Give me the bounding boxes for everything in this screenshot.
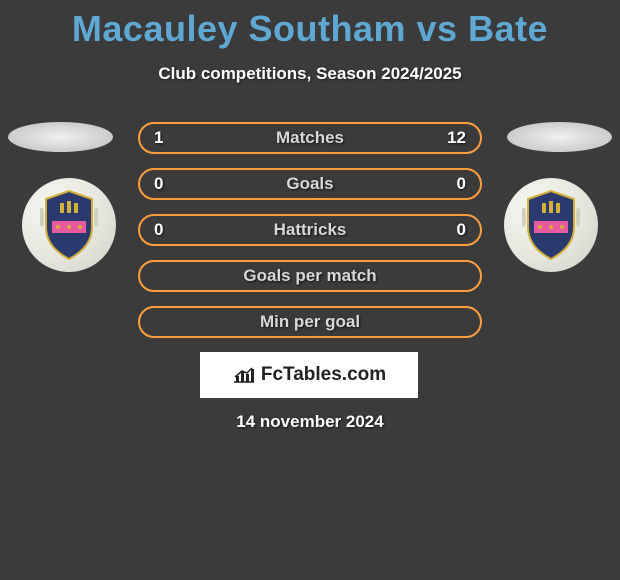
stat-row-goals-per-match: Goals per match bbox=[138, 260, 482, 292]
stat-row-goals: 0 Goals 0 bbox=[138, 168, 482, 200]
stat-row-matches: 1 Matches 12 bbox=[138, 122, 482, 154]
club-crest-left bbox=[22, 178, 116, 272]
stat-label: Matches bbox=[276, 128, 344, 148]
stat-value-right: 0 bbox=[442, 220, 466, 240]
player-avatar-left bbox=[8, 122, 113, 152]
stat-value-left: 0 bbox=[154, 174, 178, 194]
stat-label: Hattricks bbox=[274, 220, 347, 240]
stat-label: Min per goal bbox=[260, 312, 360, 332]
stat-value-left: 0 bbox=[154, 220, 178, 240]
player-avatar-right bbox=[507, 122, 612, 152]
page-title: Macauley Southam vs Bate bbox=[0, 0, 620, 50]
source-logo: FcTables.com bbox=[200, 352, 418, 398]
chart-icon bbox=[232, 366, 256, 384]
stat-value-right: 12 bbox=[442, 128, 466, 148]
stat-label: Goals per match bbox=[243, 266, 376, 286]
shield-icon bbox=[520, 189, 582, 261]
page-subtitle: Club competitions, Season 2024/2025 bbox=[0, 64, 620, 84]
club-crest-right bbox=[504, 178, 598, 272]
stat-value-left: 1 bbox=[154, 128, 178, 148]
logo-label: FcTables.com bbox=[261, 364, 386, 386]
date-text: 14 november 2024 bbox=[0, 412, 620, 432]
stats-container: 1 Matches 12 0 Goals 0 0 Hattricks 0 Goa… bbox=[138, 122, 482, 352]
stat-value-right: 0 bbox=[442, 174, 466, 194]
shield-icon bbox=[38, 189, 100, 261]
logo-text: FcTables.com bbox=[232, 364, 386, 386]
stat-label: Goals bbox=[286, 174, 333, 194]
stat-row-hattricks: 0 Hattricks 0 bbox=[138, 214, 482, 246]
stat-row-min-per-goal: Min per goal bbox=[138, 306, 482, 338]
